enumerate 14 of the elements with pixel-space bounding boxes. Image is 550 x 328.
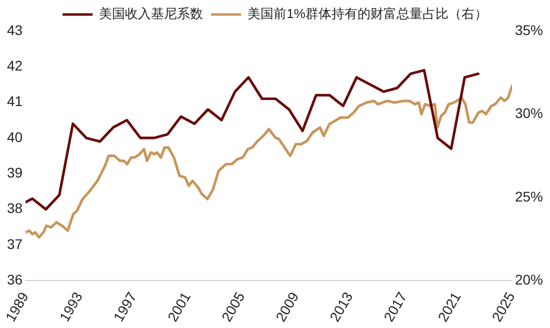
y2-tick-label: 25%: [514, 188, 544, 204]
y-tick-label: 39: [6, 164, 23, 181]
y-tick-label: 37: [6, 236, 23, 252]
legend-label: 美国收入基尼系数: [99, 6, 204, 22]
y-tick-label: 36: [6, 271, 23, 288]
y-tick-label: 42: [6, 58, 23, 74]
y-tick-label: 38: [6, 200, 23, 216]
y-tick-label: 43: [6, 22, 23, 38]
y2-tick-label: 35%: [514, 22, 544, 38]
legend-label: 美国前1%群体持有的财富总量占比（右）: [248, 6, 488, 22]
y2-tick-label: 30%: [514, 105, 544, 122]
y2-tick-label: 20%: [514, 271, 544, 288]
y-tick-label: 41: [6, 93, 23, 110]
y-tick-label: 40: [6, 128, 23, 145]
